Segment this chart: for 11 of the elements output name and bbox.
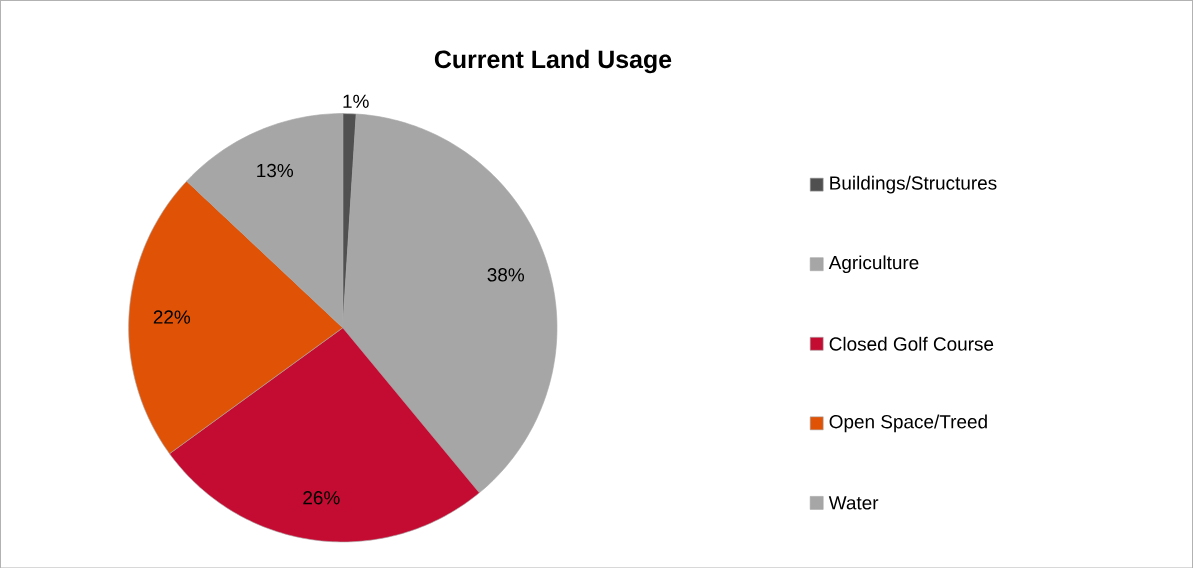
data-label: 22% bbox=[153, 310, 191, 324]
data-label: 1% bbox=[343, 94, 369, 108]
legend-label: Buildings/Structures bbox=[830, 175, 997, 194]
data-label: 26% bbox=[303, 490, 340, 505]
data-label: 13% bbox=[257, 163, 294, 177]
chart-title: Current Land Usage bbox=[434, 49, 672, 73]
legend-label: Closed Golf Course bbox=[829, 336, 994, 351]
data-label: 38% bbox=[487, 267, 525, 282]
legend-label: Open Space/Treed bbox=[829, 414, 987, 432]
legend-label: Agriculture bbox=[828, 255, 919, 273]
legend-label: Water bbox=[828, 496, 879, 510]
